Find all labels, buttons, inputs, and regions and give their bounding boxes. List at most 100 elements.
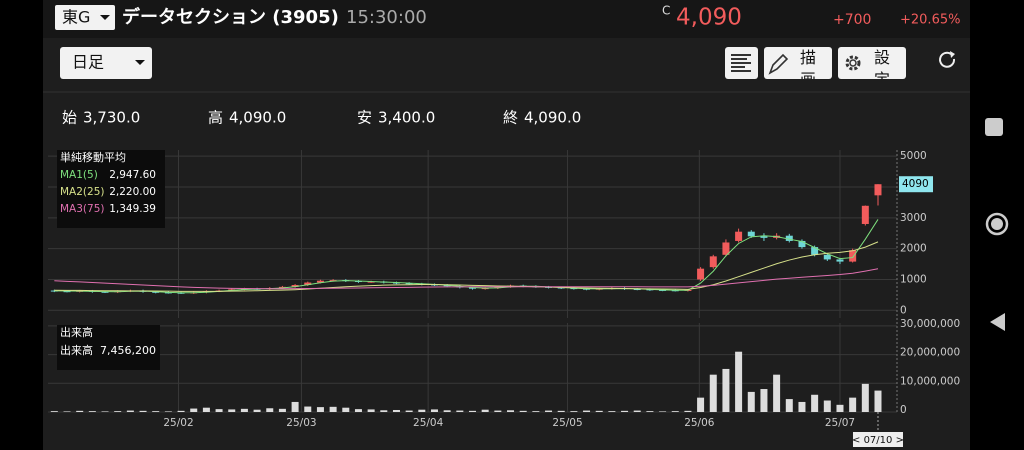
- ohlc-label: 始: [62, 109, 77, 127]
- legend-name: MA1(5): [60, 169, 98, 181]
- ohlc-label: 高: [208, 109, 223, 127]
- header-bar: [43, 0, 970, 38]
- volume-bar: [126, 410, 134, 412]
- legend-box: [57, 150, 165, 228]
- volume-bar: [443, 410, 451, 412]
- c-label: C: [662, 4, 670, 18]
- cursor-tag: [852, 432, 903, 447]
- volume-bar: [266, 408, 274, 412]
- ohlc-value: 3,400.0: [378, 109, 435, 127]
- nav-home[interactable]: [985, 212, 1009, 236]
- price: 4,090: [676, 5, 742, 31]
- candle-body: [329, 280, 337, 282]
- market-select[interactable]: [55, 5, 115, 30]
- ohlc-value: 3,730.0: [83, 109, 140, 127]
- y-tick-label: 2000: [900, 243, 927, 255]
- volume-bar: [50, 411, 58, 412]
- volume-bar: [583, 410, 591, 412]
- volume-bar: [773, 374, 781, 412]
- volume-bar: [595, 410, 603, 412]
- volume-bar: [735, 351, 743, 412]
- volume-bar: [114, 411, 122, 412]
- caret: [135, 60, 145, 65]
- volume-bar: [532, 411, 540, 412]
- volume-bar: [633, 410, 641, 412]
- legend-name: 出来高: [60, 343, 93, 357]
- ohlc-value: 4,090.0: [524, 109, 581, 127]
- y-tick-label: 5000: [900, 150, 927, 162]
- volume-bar: [215, 409, 223, 412]
- candle-body: [697, 268, 705, 280]
- settings-label: 設定: [874, 48, 890, 89]
- volume-bar: [342, 407, 350, 412]
- y-tick-label: 0: [900, 404, 907, 416]
- candle-body: [101, 291, 109, 293]
- x-tick-label: 25/03: [286, 417, 316, 429]
- candle-body: [633, 289, 641, 291]
- volume-bar: [836, 404, 844, 412]
- nav-back[interactable]: [990, 313, 1005, 331]
- candle-body: [811, 247, 819, 255]
- volume-bar: [139, 410, 147, 412]
- settings-button[interactable]: [838, 47, 906, 79]
- candle-body: [164, 292, 172, 294]
- change: +700: [833, 12, 871, 28]
- x-tick-label: 25/05: [552, 417, 582, 429]
- candle-body: [659, 289, 667, 291]
- last-price: 4090: [902, 178, 929, 190]
- volume-bar: [545, 410, 553, 412]
- y-tick-label: 1000: [900, 273, 927, 285]
- volume-bar: [469, 410, 476, 412]
- candle-body: [392, 282, 400, 284]
- stock-name: データセクション (3905): [122, 6, 339, 28]
- x-tick-label: 25/06: [684, 417, 715, 429]
- nav-home-dot: [991, 218, 1003, 230]
- volume-bar: [253, 409, 261, 412]
- volume-bar: [798, 401, 806, 412]
- volume-bar: [557, 410, 565, 412]
- candle-body: [798, 240, 806, 248]
- candle-body: [785, 235, 793, 241]
- ma-line: [54, 241, 879, 292]
- candle-body: [469, 287, 476, 289]
- refresh-icon[interactable]: [939, 51, 956, 68]
- gear-icon: [845, 55, 861, 71]
- period-select[interactable]: [60, 47, 152, 79]
- volume-bar: [849, 397, 857, 412]
- market: 東G: [62, 8, 90, 27]
- x-tick-label: 25/02: [163, 417, 193, 429]
- caret: [100, 15, 110, 20]
- volume-bar: [101, 411, 109, 412]
- candle-body: [747, 231, 755, 237]
- draw-button[interactable]: [764, 47, 832, 79]
- volume-bar: [671, 411, 679, 412]
- nav-recents[interactable]: [985, 118, 1003, 136]
- legend-title: 単純移動平均: [60, 150, 126, 164]
- volume-bar: [747, 391, 755, 412]
- volume-bar: [646, 411, 654, 412]
- volume-bar: [392, 409, 400, 412]
- candle-body: [316, 280, 324, 283]
- candle-body: [722, 242, 730, 255]
- ohlc-label: 終: [503, 109, 518, 127]
- volume-bar: [570, 411, 578, 412]
- volume-bar: [785, 399, 793, 412]
- y-tick-label: 30,000,000: [900, 318, 960, 330]
- candle-body: [152, 291, 160, 293]
- legend-title: 出来高: [60, 325, 93, 339]
- volume-bar: [329, 406, 337, 412]
- period: 日足: [72, 53, 104, 72]
- volume-bar: [228, 409, 236, 412]
- legend-name: MA3(75): [60, 203, 104, 215]
- volume-bar: [405, 410, 413, 412]
- volume-bar: [177, 410, 185, 412]
- volume-bar: [164, 411, 172, 412]
- volume-bar: [507, 410, 515, 412]
- volume-bar: [861, 383, 869, 412]
- volume-bar: [494, 410, 502, 412]
- y-tick-label: 3000: [900, 212, 927, 224]
- legend-value: 1,349.39: [109, 203, 156, 215]
- candle-body: [823, 254, 831, 260]
- candle-body: [836, 259, 844, 262]
- change-pct: +20.65%: [900, 13, 960, 28]
